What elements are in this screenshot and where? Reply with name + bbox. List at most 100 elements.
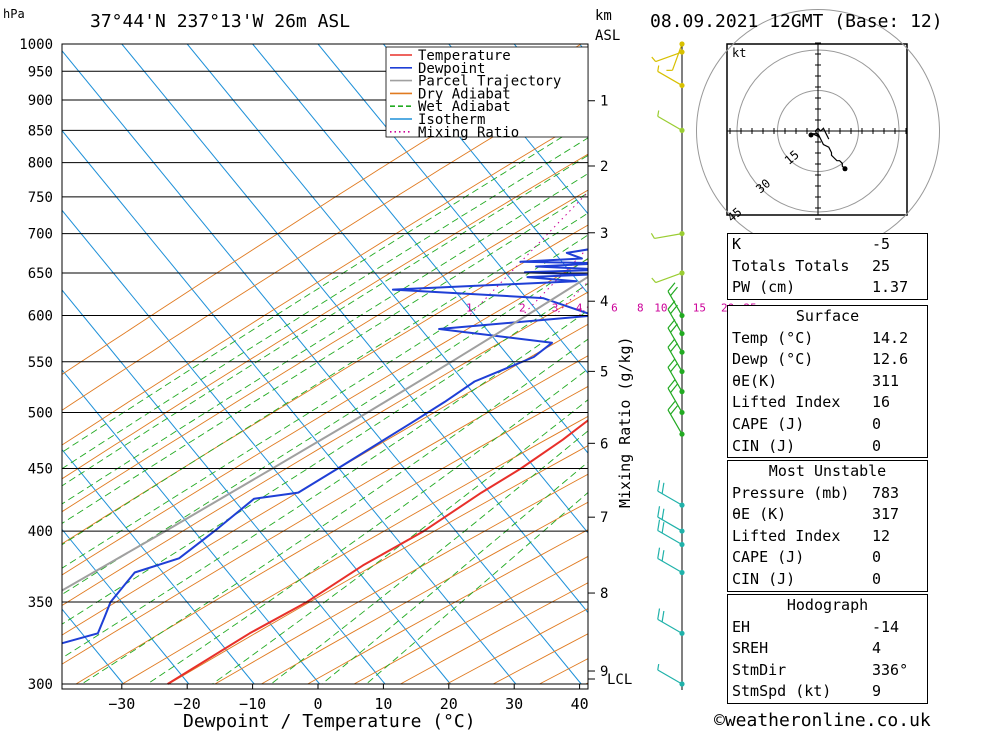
barb-dot	[679, 127, 685, 133]
dry-adiabat-line	[168, 445, 588, 685]
stat-row: Temp (°C) 14.2	[728, 328, 927, 350]
hodograph-trace	[812, 127, 846, 170]
km-tick-label: 1	[600, 94, 608, 110]
barb-staff	[657, 516, 683, 532]
barb-staff	[657, 557, 683, 574]
stat-value: 9	[872, 682, 882, 701]
dry-adiabat-line	[62, 323, 588, 636]
asl-unit-label: ASL	[595, 28, 620, 44]
barb-feather	[657, 547, 661, 559]
barb-feather	[667, 300, 676, 310]
stat-value: 0	[872, 414, 882, 433]
stat-value: -14	[872, 617, 900, 636]
pressure-tick-label: 500	[28, 405, 53, 421]
wet-adiabat-line	[366, 491, 588, 685]
barb-dot	[679, 230, 685, 237]
legend-label: Mixing Ratio	[418, 125, 519, 141]
stat-label: PW (cm)	[732, 278, 796, 297]
stat-value: 0	[872, 569, 882, 588]
barb-dot	[679, 270, 685, 276]
barb-staff	[657, 530, 683, 546]
pressure-tick-label: 400	[28, 524, 53, 540]
wind-barb	[650, 230, 685, 240]
barb-staff	[657, 669, 683, 685]
barb-feather	[657, 663, 660, 671]
legend-label: Wet Adiabat	[418, 99, 511, 115]
barb-feather	[657, 110, 660, 117]
stat-row: Totals Totals 25	[728, 256, 927, 278]
dry-adiabat-line	[75, 385, 588, 685]
barb-feather	[670, 362, 678, 373]
legend-box	[385, 46, 589, 138]
panel-title: Hodograph	[786, 596, 869, 614]
km-tick-label: 4	[600, 294, 608, 310]
stat-row: PW (cm) 1.37	[728, 277, 927, 299]
sounding-lines	[62, 248, 588, 685]
barb-dot	[679, 541, 685, 548]
mixing-ratio-label: 8	[637, 302, 644, 315]
stat-value: 0	[872, 548, 882, 567]
stat-value: 311	[872, 371, 900, 390]
wind-barb	[666, 41, 685, 71]
barb-feather	[667, 358, 676, 368]
x-tick-label: 40	[571, 695, 589, 713]
stat-label: Totals Totals	[732, 256, 850, 275]
isotherm-line	[62, 528, 190, 685]
barb-feather	[650, 232, 655, 239]
km-tick-label: 7	[600, 510, 608, 526]
legend-label: Isotherm	[418, 112, 485, 128]
barb-feather	[670, 383, 678, 393]
stat-row: StmSpd (kt) 9	[728, 681, 927, 703]
barb-dot	[679, 528, 685, 534]
pressure-tick-label: 650	[28, 266, 53, 282]
x-tick-label: 10	[374, 695, 392, 713]
barb-dot	[679, 431, 685, 437]
stat-row: CAPE (J) 0	[728, 414, 927, 436]
pressure-tick-label: 550	[28, 355, 53, 371]
barb-staff	[655, 272, 683, 284]
pressure-tick-label: 850	[28, 123, 53, 139]
stat-row: EH -14	[728, 617, 927, 639]
stat-label: θE(K)	[732, 371, 778, 390]
barb-feather	[670, 323, 678, 333]
isotherm-line	[62, 50, 582, 685]
barb-feather	[670, 304, 678, 315]
stat-label: StmDir	[732, 660, 787, 679]
stat-value: 0	[872, 436, 882, 455]
wind-barb	[657, 65, 685, 89]
stat-value: 1.37	[872, 278, 909, 297]
wind-barb	[667, 401, 685, 437]
wind-barb	[657, 663, 685, 687]
stat-value: 25	[872, 256, 891, 275]
barb-dot	[679, 389, 685, 395]
wind-barb	[667, 282, 685, 319]
wet-adiabat-line	[270, 430, 588, 685]
barb-dot	[679, 312, 685, 319]
mixing-ratio-axis-title: Mixing Ratio (g/kg)	[616, 336, 634, 508]
stat-row: CAPE (J) 0	[728, 547, 927, 569]
stat-row: θE(K) 311	[728, 371, 927, 393]
barb-staff	[654, 233, 683, 240]
stat-label: EH	[732, 617, 751, 636]
stat-value: 783	[872, 483, 900, 502]
wind-barb	[657, 480, 685, 508]
dry-adiabat-line	[214, 473, 588, 685]
stat-label: Pressure (mb)	[732, 483, 850, 502]
mixing-ratio-label: 2	[519, 302, 526, 315]
hodograph-unit: kt	[732, 46, 746, 60]
mixing-ratio-label: 15	[693, 302, 706, 315]
dry-adiabat-line	[62, 153, 588, 480]
barb-staff	[657, 490, 683, 506]
legend-label: Dewpoint	[418, 61, 485, 77]
barb-feather	[657, 65, 660, 72]
stat-value: 336°	[872, 660, 909, 679]
stat-label: Temp (°C)	[732, 328, 814, 347]
wind-barb	[667, 379, 685, 416]
wind-barb	[657, 506, 685, 534]
stat-label: Dewp (°C)	[732, 350, 814, 369]
dry-adiabat-line	[62, 355, 588, 665]
barb-dot	[679, 409, 685, 416]
pressure-tick-label: 600	[28, 309, 53, 325]
